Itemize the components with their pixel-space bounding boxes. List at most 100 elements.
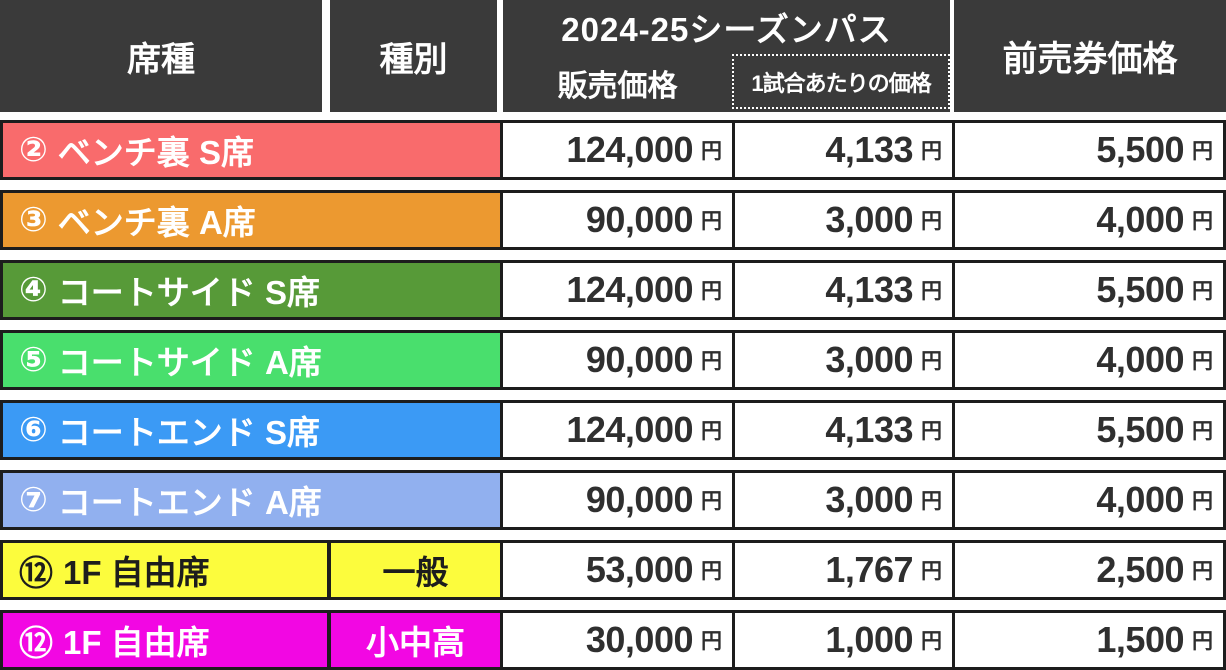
yen-suffix: 円 (701, 280, 722, 303)
header-sales-price: 販売価格 (557, 70, 678, 103)
seat-label: ④ コートサイド S席 (19, 266, 500, 314)
seat-type-cell: ⑤ コートサイド A席 (3, 333, 500, 387)
advance-price-cell: 5,500 円 (952, 123, 1223, 177)
table-row: ⑫ 1F 自由席 一般 53,000 円 1,767 円 2,500 円 (0, 540, 1226, 600)
yen-suffix: 円 (1192, 210, 1213, 233)
table-header: 席種 種別 2024-25シーズンパス 販売価格 1試合あたりの価格 前売券価格 (0, 0, 1226, 112)
price-value: 5,500 (1096, 409, 1184, 450)
table-row: ⑥ コートエンド S席 124,000 円 4,133 円 5,500 円 (0, 400, 1226, 460)
season-pass-price-cell: 90,000 円 (500, 333, 732, 387)
price-value: 5,500 (1096, 129, 1184, 170)
per-game-price-cell: 3,000 円 (732, 193, 952, 247)
header-season-pass-subrow: 販売価格 1試合あたりの価格 (503, 54, 950, 112)
category-cell: 小中高 (327, 613, 500, 667)
seat-number-badge: ⑫ (19, 554, 53, 593)
header-season-pass-group: 2024-25シーズンパス 販売価格 1試合あたりの価格 (503, 0, 950, 112)
table-row: ④ コートサイド S席 124,000 円 4,133 円 5,500 円 (0, 260, 1226, 320)
yen-suffix: 円 (921, 210, 942, 233)
advance-price-cell: 2,500 円 (952, 543, 1223, 597)
seat-label: ⑫ 1F 自由席 (19, 546, 327, 595)
season-pass-price-cell: 124,000 円 (500, 263, 732, 317)
seat-name: コートエンド S席 (57, 414, 320, 451)
yen-suffix: 円 (701, 350, 722, 373)
seat-number-badge: ③ (19, 201, 48, 239)
seat-label: ⑤ コートサイド A席 (19, 336, 500, 384)
price-value: 124,000 (566, 269, 693, 310)
header-season-pass-title: 2024-25シーズンパス (561, 11, 892, 48)
price-value: 4,000 (1096, 339, 1184, 380)
table-row: ⑦ コートエンド A席 90,000 円 3,000 円 4,000 円 (0, 470, 1226, 530)
header-per-game-price: 1試合あたりの価格 (732, 54, 950, 109)
advance-price-cell: 4,000 円 (952, 193, 1223, 247)
price-value: 90,000 (585, 199, 694, 240)
per-game-price-cell: 3,000 円 (732, 333, 952, 387)
seat-name: コートサイド A席 (57, 344, 322, 381)
seat-type-cell: ⑫ 1F 自由席 小中高 (3, 613, 500, 667)
per-game-price-cell: 1,767 円 (732, 543, 952, 597)
per-game-price-cell: 1,000 円 (732, 613, 952, 667)
yen-suffix: 円 (1192, 350, 1213, 373)
price-value: 124,000 (566, 129, 693, 170)
price-value: 4,000 (1096, 479, 1184, 520)
price-table-rows: ② ベンチ裏 S席 124,000 円 4,133 円 5,500 円 ③ ベン… (0, 120, 1226, 670)
advance-price-cell: 1,500 円 (952, 613, 1223, 667)
seat-number-badge: ⑫ (19, 624, 53, 663)
season-pass-price-cell: 90,000 円 (500, 473, 732, 527)
yen-suffix: 円 (921, 350, 942, 373)
yen-suffix: 円 (1192, 280, 1213, 303)
price-value: 124,000 (566, 409, 693, 450)
price-value: 90,000 (585, 339, 694, 380)
advance-price-cell: 4,000 円 (952, 473, 1223, 527)
seat-number-badge: ⑦ (19, 481, 48, 519)
advance-price-cell: 5,500 円 (952, 403, 1223, 457)
yen-suffix: 円 (1192, 420, 1213, 443)
price-value: 3,000 (825, 339, 913, 380)
yen-suffix: 円 (1192, 560, 1213, 583)
seat-number-badge: ⑥ (19, 411, 48, 449)
seat-type-cell: ⑫ 1F 自由席 一般 (3, 543, 500, 597)
yen-suffix: 円 (701, 210, 722, 233)
yen-suffix: 円 (701, 420, 722, 443)
advance-price-cell: 5,500 円 (952, 263, 1223, 317)
price-value: 30,000 (585, 619, 694, 660)
price-value: 4,133 (825, 269, 913, 310)
header-advance-ticket: 前売券価格 (954, 0, 1226, 112)
price-value: 1,500 (1096, 619, 1184, 660)
price-value: 1,000 (825, 619, 913, 660)
table-row: ③ ベンチ裏 A席 90,000 円 3,000 円 4,000 円 (0, 190, 1226, 250)
seat-name: 1F 自由席 (63, 624, 210, 661)
season-pass-price-cell: 124,000 円 (500, 123, 732, 177)
yen-suffix: 円 (921, 630, 942, 653)
seat-label: ② ベンチ裏 S席 (19, 126, 500, 174)
seat-type-cell: ⑦ コートエンド A席 (3, 473, 500, 527)
seat-label: ⑥ コートエンド S席 (19, 406, 500, 454)
yen-suffix: 円 (1192, 140, 1213, 163)
price-value: 2,500 (1096, 549, 1184, 590)
yen-suffix: 円 (701, 560, 722, 583)
yen-suffix: 円 (921, 420, 942, 443)
seat-label: ③ ベンチ裏 A席 (19, 196, 500, 244)
yen-suffix: 円 (1192, 490, 1213, 513)
per-game-price-cell: 4,133 円 (732, 403, 952, 457)
per-game-price-cell: 3,000 円 (732, 473, 952, 527)
yen-suffix: 円 (921, 490, 942, 513)
price-value: 4,000 (1096, 199, 1184, 240)
price-value: 4,133 (825, 129, 913, 170)
table-row: ⑫ 1F 自由席 小中高 30,000 円 1,000 円 1,500 円 (0, 610, 1226, 670)
price-value: 4,133 (825, 409, 913, 450)
yen-suffix: 円 (921, 140, 942, 163)
seat-type-cell: ④ コートサイド S席 (3, 263, 500, 317)
yen-suffix: 円 (1192, 630, 1213, 653)
seat-label: ⑦ コートエンド A席 (19, 476, 500, 524)
header-gap (322, 0, 330, 112)
season-pass-price-cell: 90,000 円 (500, 193, 732, 247)
season-pass-price-cell: 53,000 円 (500, 543, 732, 597)
category-cell: 一般 (327, 543, 500, 597)
yen-suffix: 円 (921, 560, 942, 583)
price-value: 53,000 (585, 549, 694, 590)
seat-number-badge: ④ (19, 271, 48, 309)
price-value: 90,000 (585, 479, 694, 520)
yen-suffix: 円 (701, 490, 722, 513)
yen-suffix: 円 (701, 630, 722, 653)
